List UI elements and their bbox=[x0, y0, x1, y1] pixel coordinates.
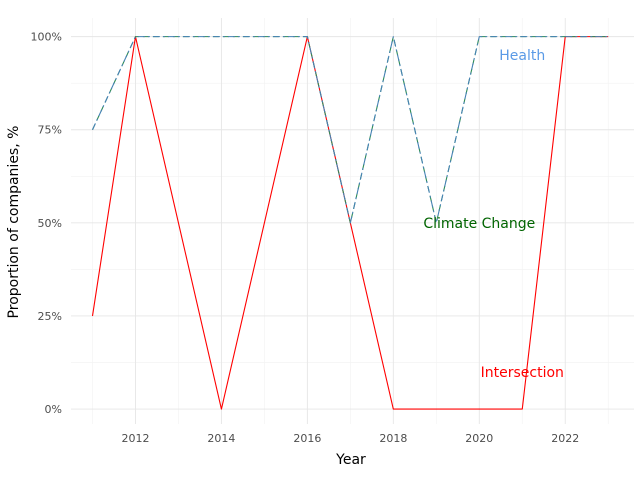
x-tick-label: 2018 bbox=[379, 432, 407, 445]
x-axis-title: Year bbox=[335, 452, 366, 468]
annotation-intersection: Intersection bbox=[481, 365, 564, 381]
y-tick-label: 0% bbox=[45, 403, 62, 416]
x-tick-label: 2012 bbox=[121, 432, 149, 445]
y-tick-label: 75% bbox=[38, 124, 62, 137]
x-tick-label: 2020 bbox=[465, 432, 493, 445]
tick-labels: 0% 25% 50% 75% 100% 2012 2014 2016 2018 2020 2022 bbox=[31, 31, 580, 445]
grid bbox=[71, 18, 634, 424]
y-axis-title: Proportion of companies, % bbox=[6, 126, 22, 319]
annotation-health: Health bbox=[499, 48, 545, 64]
annotations: Health Climate Change Intersection bbox=[423, 48, 564, 381]
y-tick-label: 25% bbox=[38, 310, 62, 323]
series-lines bbox=[91, 36, 609, 410]
x-tick-label: 2022 bbox=[551, 432, 579, 445]
annotation-climate: Climate Change bbox=[423, 216, 535, 232]
x-tick-label: 2016 bbox=[293, 432, 321, 445]
y-tick-label: 100% bbox=[31, 31, 62, 44]
series-line-health bbox=[91, 36, 609, 224]
x-tick-label: 2014 bbox=[207, 432, 235, 445]
y-tick-label: 50% bbox=[38, 217, 62, 230]
